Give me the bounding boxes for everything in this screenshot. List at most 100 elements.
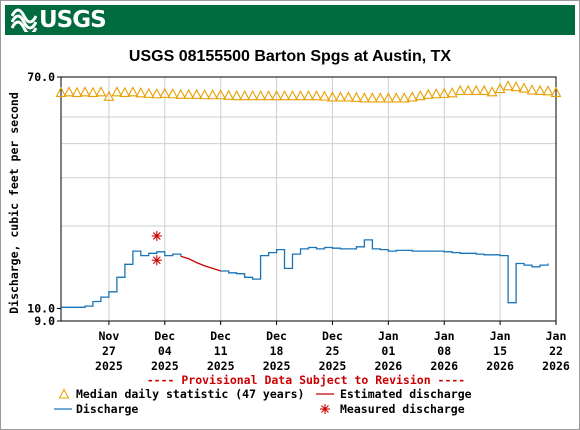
median-marker [446, 87, 458, 98]
x-tick-label-line: Jan [434, 329, 455, 343]
median-marker [143, 87, 155, 98]
median-marker [207, 89, 219, 100]
estimated-discharge-line [180, 255, 221, 272]
x-tick-label-line: 2025 [207, 359, 235, 373]
median-marker [151, 88, 163, 99]
legend-item-estimated: Estimated discharge [316, 387, 472, 401]
plot-area [60, 76, 557, 322]
median-marker [159, 87, 171, 98]
median-marker [87, 86, 99, 97]
median-marker [406, 91, 418, 102]
median-marker [438, 87, 450, 98]
median-marker [343, 91, 354, 102]
x-tick-label-line: 2025 [95, 359, 123, 373]
chart-title: USGS 08155500 Barton Spgs at Austin, TX [129, 48, 452, 65]
x-tick-label-line: 2025 [263, 359, 291, 373]
median-marker [119, 86, 131, 97]
median-marker [63, 86, 75, 97]
discharge-line [220, 239, 549, 304]
median-marker [319, 90, 330, 101]
median-marker [263, 90, 274, 101]
median-marker [470, 84, 482, 96]
median-marker [247, 90, 259, 101]
x-tick-label-line: 11 [214, 344, 228, 358]
median-marker [390, 92, 402, 103]
median-marker [167, 88, 179, 99]
legend-item-measured: Measured discharge [320, 402, 465, 416]
median-marker [478, 84, 490, 96]
median-marker [199, 89, 211, 100]
legend-measured-label: Measured discharge [340, 402, 465, 416]
median-marker [518, 82, 530, 93]
legend-median-triangle-icon [58, 388, 70, 399]
usgs-banner: USGS [5, 5, 575, 35]
provisional-note: ---- Provisional Data Subject to Revisio… [147, 373, 466, 387]
x-tick-label-line: 2025 [151, 359, 179, 373]
median-marker [350, 91, 362, 102]
legend: Median daily statistic (47 years) Estima… [54, 387, 472, 416]
median-marker [103, 90, 115, 101]
x-tick-label-line: 27 [102, 344, 116, 358]
x-axis: Nov272025Dec042025Dec112025Dec182025Dec2… [95, 321, 570, 373]
x-tick-label-line: Nov [99, 329, 120, 343]
median-marker [215, 89, 227, 100]
median-marker [494, 82, 506, 94]
median-marker [327, 91, 338, 102]
median-marker [183, 88, 195, 99]
y-tick-label: 10.0 [27, 301, 55, 315]
median-marker [271, 90, 282, 101]
median-marker [542, 85, 554, 96]
x-tick-label-line: 18 [270, 344, 284, 358]
x-tick-label-line: 04 [158, 344, 172, 358]
x-tick-label-line: 22 [549, 344, 563, 358]
grid-lines [61, 77, 557, 321]
discharge-line [61, 250, 182, 308]
x-tick-label-line: Jan [546, 329, 567, 343]
median-marker [255, 90, 267, 101]
y-axis-label: Discharge, cubic feet per second [7, 92, 21, 314]
y-axis: 9.010.0 70.0 [27, 70, 61, 328]
median-marker [430, 88, 442, 99]
x-tick-label-line: 15 [493, 344, 507, 358]
legend-item-median: Median daily statistic (47 years) [58, 387, 304, 401]
median-marker [502, 80, 514, 91]
median-marker [534, 84, 546, 96]
y-tick-label: 70.0 [27, 70, 55, 84]
median-marker [191, 88, 203, 99]
x-tick-label-line: 25 [326, 344, 340, 358]
median-marker [135, 87, 147, 98]
legend-estimated-label: Estimated discharge [340, 387, 472, 401]
median-marker [335, 91, 346, 102]
median-marker [287, 90, 298, 101]
median-marker [111, 86, 123, 97]
measured-marker [151, 255, 162, 266]
median-marker [414, 90, 426, 101]
median-marker [175, 88, 187, 99]
measured-marker [151, 230, 162, 241]
median-marker [303, 90, 314, 101]
median-marker [486, 86, 498, 97]
x-tick-label-line: 2026 [542, 359, 570, 373]
legend-item-discharge: Discharge [54, 402, 138, 416]
data-series [55, 80, 562, 308]
median-marker [358, 92, 370, 103]
x-tick-label-line: Dec [266, 329, 287, 343]
legend-median-label: Median daily statistic (47 years) [76, 387, 304, 401]
median-marker [231, 90, 243, 101]
x-tick-label-line: Jan [378, 329, 399, 343]
median-marker [311, 90, 322, 101]
median-marker [398, 92, 410, 103]
usgs-logo[interactable]: USGS [11, 7, 107, 33]
usgs-logo-text: USGS [39, 7, 107, 33]
x-tick-label-line: Dec [154, 329, 175, 343]
median-marker [550, 86, 562, 97]
